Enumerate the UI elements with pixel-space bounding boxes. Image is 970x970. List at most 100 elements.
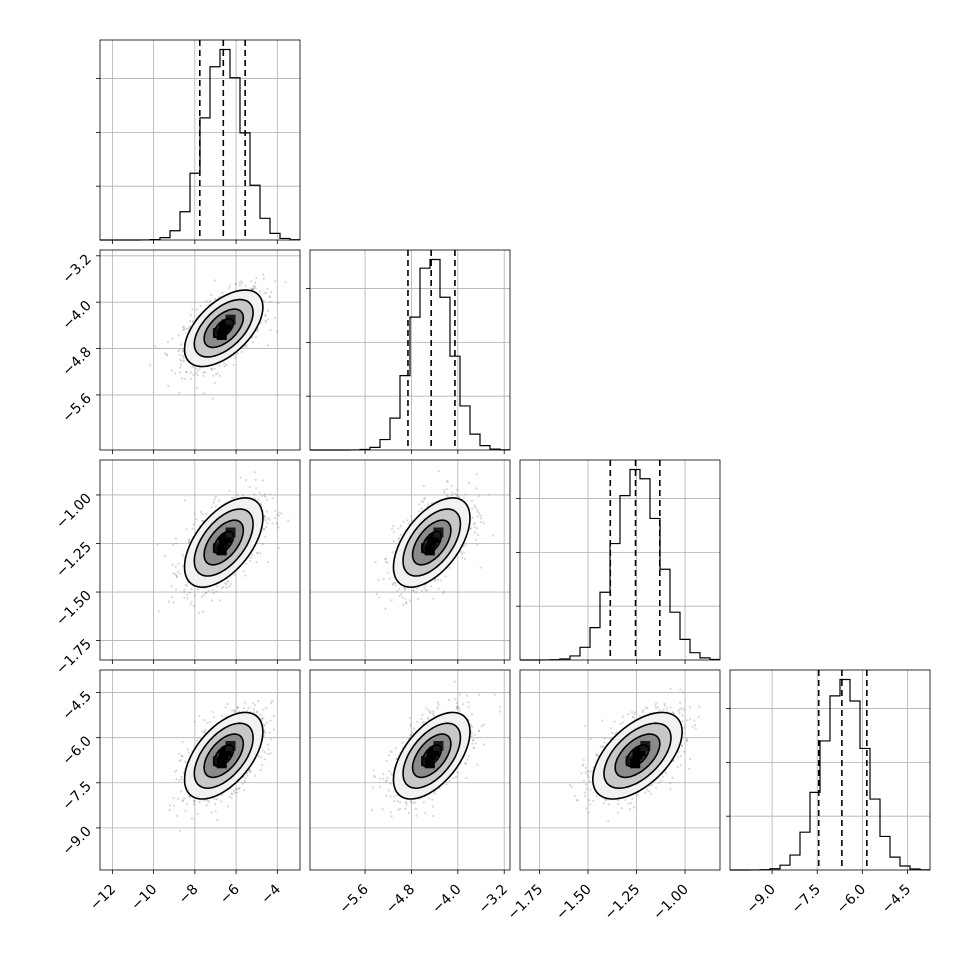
sample-point [213,382,216,385]
sample-point [582,779,585,782]
contour-level-2 [193,508,254,577]
sample-point [236,788,239,791]
sample-point [210,599,213,602]
sample-point [432,814,435,818]
sample-point [409,734,412,737]
sample-point [255,487,258,490]
sample-point [198,714,201,717]
sample-point [167,600,171,603]
sample-point [208,299,212,302]
sample-point [251,553,254,557]
sample-point [262,277,265,280]
sample-point [244,701,247,704]
sample-point [266,521,269,525]
y-tick-label: −4.0 [59,298,94,333]
sample-point [461,556,464,559]
sample-point [381,777,385,780]
sample-point [603,737,606,740]
sample-point [444,575,447,578]
sample-point [247,706,250,710]
sample-point [456,707,459,710]
sample-point [389,782,392,785]
sample-point [487,493,490,496]
sample-point [389,795,392,798]
sample-point [648,790,651,793]
sample-point [414,801,417,804]
sample-point [413,727,416,730]
sample-point [265,525,268,529]
panel-3-3: −9.0 −7.5 −6.0 −4.5 [726,669,931,917]
sample-point [461,703,464,706]
sample-point [471,499,474,502]
sample-point [253,711,256,714]
sample-point [236,791,239,794]
sample-point [475,487,478,490]
sample-point [587,799,591,802]
sample-point [236,706,239,709]
sample-point [685,739,689,742]
sample-point [202,520,205,523]
sample-point [194,367,198,370]
sample-point [462,496,466,499]
sample-point [403,586,406,590]
sample-point [669,781,672,785]
sample-point [252,708,255,711]
sample-point [185,528,188,531]
sample-point [583,791,586,794]
contour-level-2 [193,298,254,358]
sample-point [266,309,269,312]
sample-point [632,806,636,809]
sample-point [154,345,157,348]
sample-point [384,560,387,563]
sample-point [474,742,477,745]
sample-point [477,495,480,498]
sample-point [697,715,700,718]
sample-point [679,708,682,711]
sample-point [257,754,260,758]
sample-point [442,592,445,595]
sample-point [202,610,205,613]
sample-point [433,792,436,795]
sample-point [251,341,254,344]
sample-point [416,720,419,723]
sample-point [455,775,458,778]
sample-point [276,330,279,333]
sample-point [193,594,196,597]
sample-point [195,739,198,742]
sample-point [432,712,435,716]
sample-point [405,801,408,804]
sample-point [178,572,181,575]
x-tick-label: −1.00 [650,882,692,924]
sample-point [253,471,256,474]
sample-point [235,787,238,790]
sample-point [442,590,445,593]
sample-point [181,565,185,568]
sample-point [239,476,242,479]
density-core [225,740,236,751]
sample-point [178,752,181,755]
sample-point [226,805,229,808]
sample-point [389,811,392,814]
sample-point [182,360,185,363]
sample-point [215,373,218,376]
sample-point [476,763,479,766]
sample-point [385,779,388,782]
sample-point [646,707,649,710]
sample-point [236,706,239,709]
sample-point [391,551,394,554]
sample-point [428,797,431,800]
sample-point [404,589,407,592]
sample-point [255,329,258,332]
sample-point [404,597,407,600]
sample-point [269,329,272,332]
panel-frame [99,459,301,661]
sample-point [371,786,375,789]
sample-point [175,575,178,578]
sample-point [584,783,588,786]
sample-point [186,597,189,600]
sample-point [613,732,616,736]
sample-point [421,713,424,717]
sample-point [171,337,174,340]
sample-point [399,801,402,804]
sample-point [474,531,477,534]
